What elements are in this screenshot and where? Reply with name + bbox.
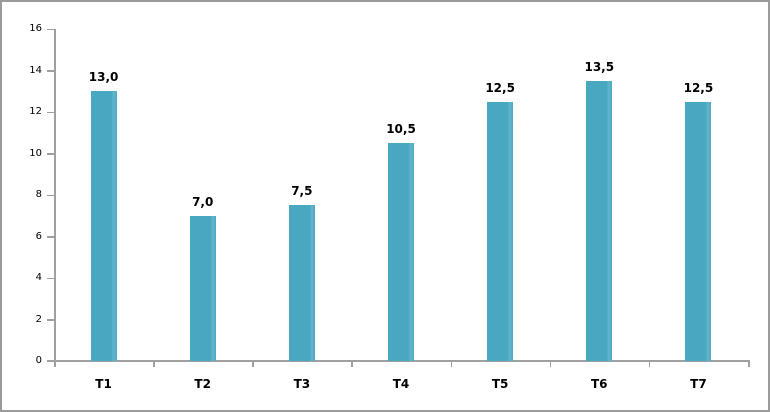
category-label: T2 (194, 377, 211, 391)
x-axis-tick (252, 361, 254, 367)
y-axis-tick (47, 319, 54, 321)
bar-value-label: 7,5 (291, 184, 313, 199)
y-tick-label: 0 (35, 355, 42, 366)
y-tick-label: 16 (29, 23, 42, 34)
bar-value-label: 13,5 (584, 59, 615, 74)
y-tick-label: 10 (29, 147, 42, 159)
y-tick-label: 8 (35, 189, 42, 200)
y-tick-label: 12 (29, 106, 42, 117)
bar-value-label: 12,5 (683, 80, 714, 95)
bar-value-label: 13,0 (88, 70, 119, 85)
x-axis-tick (351, 361, 353, 367)
bar (487, 101, 514, 361)
bar (189, 215, 216, 361)
bar-value-label: 10,5 (386, 122, 416, 137)
y-axis-tick (47, 360, 54, 362)
bar (90, 91, 117, 361)
bar (388, 143, 414, 361)
category-label: T3 (293, 377, 311, 391)
y-axis-tick (47, 277, 54, 279)
y-axis-tick (47, 70, 54, 72)
y-tick-label: 6 (35, 230, 42, 242)
y-axis-tick (47, 194, 54, 196)
x-axis-tick (54, 361, 56, 367)
y-tick-label: 14 (29, 64, 42, 76)
bar-value-label: 7,0 (192, 194, 214, 209)
y-tick-label: 4 (35, 272, 42, 283)
x-axis-tick (153, 361, 155, 367)
x-axis-tick (748, 361, 750, 367)
x-axis-tick (648, 361, 651, 367)
bar (586, 80, 613, 361)
category-label: T5 (491, 377, 509, 391)
category-label: T6 (591, 377, 608, 391)
category-label: T1 (95, 377, 112, 391)
y-axis-tick (47, 236, 54, 238)
category-label: T7 (690, 377, 707, 391)
x-axis-tick (549, 361, 552, 367)
y-axis-tick (47, 111, 54, 113)
x-axis-tick (450, 361, 453, 367)
y-axis-tick (47, 28, 54, 30)
bar (685, 101, 712, 361)
y-axis-line (54, 29, 56, 361)
bar (288, 205, 315, 361)
y-tick-label: 2 (35, 313, 42, 325)
y-axis-tick (47, 153, 54, 155)
bar-value-label: 12,5 (485, 80, 515, 95)
category-label: T4 (392, 377, 410, 391)
